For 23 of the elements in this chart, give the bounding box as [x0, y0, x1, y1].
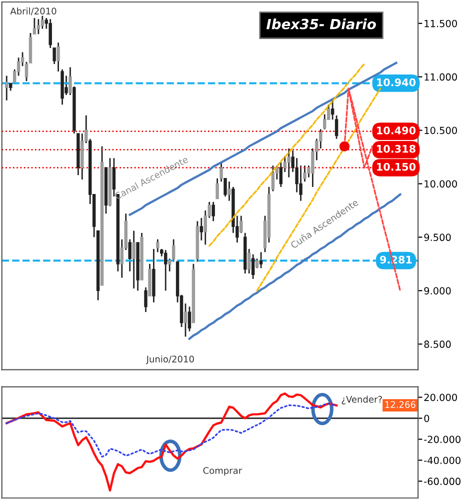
y-tick-label: 0 [424, 414, 430, 422]
y-tick-label: -60.000 [424, 478, 460, 486]
y-tick-label: 8.500 [424, 340, 451, 348]
y-tick-label: 11.000 [424, 73, 457, 81]
y-tick-label: 10.000 [424, 180, 457, 188]
y-tick-label: -40.000 [424, 456, 460, 464]
ref-line-label: 10.318 [377, 144, 416, 153]
y-tick-label: 20.000 [424, 394, 457, 402]
ref-line-label: 10.150 [377, 162, 416, 171]
annotation: Junio/2010 [146, 355, 194, 364]
annotation: ¿Vender? [342, 396, 382, 404]
y-tick-label: 9.500 [424, 234, 451, 242]
y-tick-label: 10.500 [424, 126, 457, 134]
annotation: 12.266 [385, 401, 416, 408]
ref-line-label: 9.281 [380, 256, 412, 264]
y-tick-label: 9.000 [424, 287, 451, 294]
annotation: Abril/2010 [10, 8, 56, 16]
ref-line-label: 10.940 [377, 78, 416, 86]
text: Ibex35- Diario [266, 18, 376, 30]
ref-line-label: 10.490 [377, 126, 416, 134]
annotation: Comprar [203, 467, 242, 476]
y-tick-label: -20.000 [424, 436, 460, 444]
y-tick-label: 11.500 [424, 20, 457, 28]
